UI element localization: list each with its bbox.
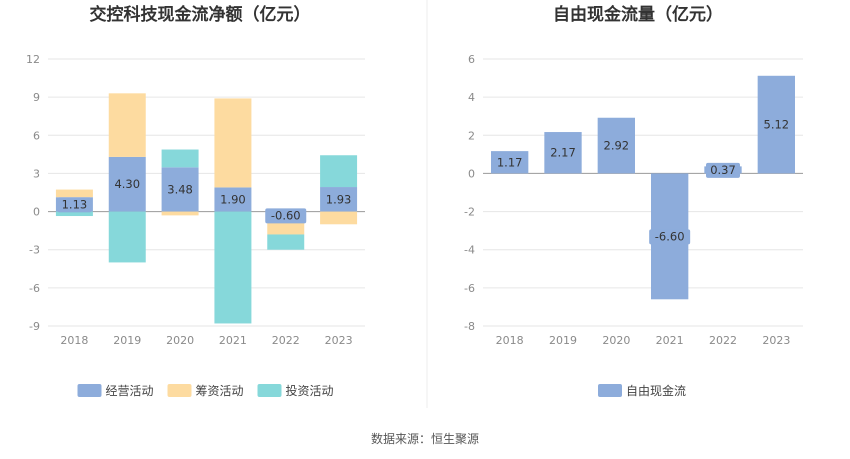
y-tick-label: 0: [33, 206, 40, 219]
data-label: 2.92: [604, 139, 630, 153]
data-label: 3.48: [167, 182, 193, 196]
y-tick-label: -9: [29, 320, 40, 333]
free-cashflow-title: 自由现金流量（亿元）: [553, 4, 723, 25]
y-tick-label: -8: [464, 320, 475, 333]
legend-swatch: [167, 384, 192, 397]
data-label-bg: [599, 138, 634, 154]
cashflow-panel: 交控科技现金流净额（亿元） -9 -6 -3 0 3 6 9 12 2018 2019 2020 20…: [26, 4, 365, 398]
y-tick-label: 3: [33, 167, 40, 180]
data-label: 5.12: [764, 118, 790, 132]
y-tick-label: -3: [29, 244, 40, 257]
data-label: 4.30: [114, 177, 140, 191]
y-tick-label: 9: [33, 91, 40, 104]
legend-swatch: [598, 384, 622, 397]
y-tick-label: 6: [468, 53, 475, 66]
y-tick-label: 2: [468, 129, 475, 142]
data-label: 1.13: [62, 197, 88, 211]
data-label: 1.93: [326, 192, 352, 206]
y-tick-label: -4: [464, 244, 475, 257]
bar: [214, 98, 252, 188]
x-tick-label: 2020: [602, 334, 630, 347]
data-label: 2.17: [550, 146, 576, 160]
data-label-bg: [546, 145, 580, 161]
x-tick-label: 2021: [219, 334, 247, 347]
data-label-bg: [706, 162, 740, 178]
legend-label: 经营活动: [106, 384, 154, 398]
x-tick-label: 2022: [709, 334, 737, 347]
source-note: 数据来源：恒生聚源: [371, 431, 479, 446]
legend-swatch: [77, 384, 102, 397]
legend-label: 投资活动: [286, 383, 334, 398]
data-label-bg: [110, 177, 145, 193]
x-tick-label: 2018: [496, 334, 524, 347]
bar: [108, 211, 146, 263]
data-label-bg: [215, 192, 250, 208]
legend-swatch: [257, 384, 282, 397]
y-tick-label: -6: [29, 282, 40, 295]
data-label: -0.60: [271, 208, 301, 222]
y-tick-label: -2: [464, 206, 475, 219]
bar: [161, 211, 199, 216]
x-tick-label: 2023: [325, 334, 353, 347]
x-tick-label: 2021: [656, 334, 684, 347]
cashflow-title: 交控科技现金流净额（亿元）: [90, 4, 311, 25]
x-tick-label: 2022: [272, 334, 300, 347]
data-label: -6.60: [655, 229, 685, 243]
bar: [320, 211, 358, 225]
x-tick-label: 2019: [113, 334, 141, 347]
data-label-bg: [492, 155, 527, 171]
data-label-bg: [163, 182, 198, 198]
bar: [320, 155, 358, 188]
x-tick-label: 2023: [762, 334, 790, 347]
data-label: 1.90: [220, 192, 246, 206]
data-label-bg: [265, 208, 307, 224]
bar: [55, 211, 93, 217]
data-label: 1.17: [497, 155, 523, 169]
data-label: 0.37: [710, 163, 736, 177]
bar: [214, 211, 252, 324]
y-tick-label: -6: [464, 282, 475, 295]
data-label-bg: [649, 229, 691, 245]
data-label-bg: [321, 192, 356, 208]
legend-label: 筹资活动: [196, 384, 244, 398]
y-tick-label: 12: [26, 53, 40, 66]
free-cashflow-panel: 自由现金流量（亿元） -8 -6 -4 -2 0 2 4 6 2018 2019 2020 2021 2…: [464, 4, 803, 398]
bar: [108, 93, 146, 157]
y-tick-label: 6: [33, 129, 40, 142]
data-label-bg: [57, 197, 92, 213]
data-label-bg: [759, 117, 794, 133]
x-tick-label: 2018: [60, 334, 88, 347]
x-tick-label: 2019: [549, 334, 577, 347]
legend-label: 自由现金流: [626, 383, 686, 398]
bar: [267, 234, 305, 250]
bar: [161, 149, 199, 168]
x-tick-label: 2020: [166, 334, 194, 347]
bar: [55, 189, 93, 198]
y-tick-label: 0: [468, 167, 475, 180]
y-tick-label: 4: [468, 91, 475, 104]
